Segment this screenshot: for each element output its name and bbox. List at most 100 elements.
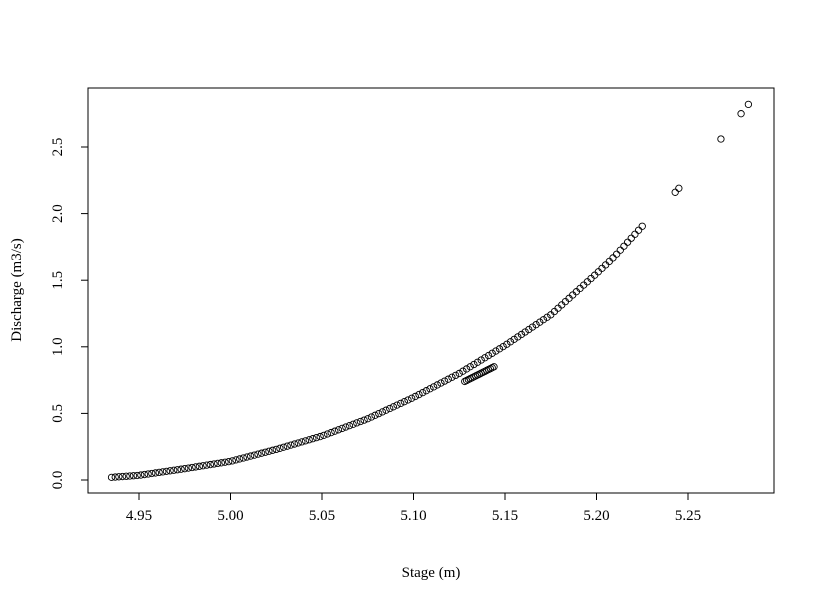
data-point bbox=[415, 390, 423, 399]
data-point bbox=[137, 471, 145, 479]
data-point bbox=[221, 458, 229, 466]
data-point bbox=[440, 377, 449, 385]
data-point bbox=[276, 444, 284, 452]
data-point bbox=[620, 242, 628, 250]
data-point bbox=[320, 431, 328, 439]
data-point bbox=[477, 356, 485, 364]
data-point bbox=[177, 465, 185, 473]
data-point bbox=[345, 421, 354, 430]
data-point bbox=[536, 318, 544, 326]
data-point bbox=[433, 381, 441, 389]
data-point bbox=[418, 388, 427, 397]
data-point bbox=[257, 449, 266, 457]
data-point bbox=[188, 463, 196, 472]
data-point bbox=[111, 473, 119, 481]
data-point bbox=[283, 442, 291, 450]
data-point bbox=[107, 473, 116, 481]
data-point bbox=[594, 268, 602, 276]
x-tick-label: 5.25 bbox=[675, 508, 701, 524]
data-point bbox=[422, 387, 430, 395]
data-point bbox=[331, 427, 339, 435]
data-point bbox=[492, 347, 500, 355]
data-point bbox=[353, 419, 361, 427]
data-point bbox=[254, 450, 262, 458]
data-point bbox=[528, 323, 537, 331]
data-point bbox=[192, 463, 200, 471]
data-point bbox=[210, 460, 218, 468]
data-point bbox=[484, 351, 493, 360]
data-point bbox=[235, 455, 244, 463]
data-point bbox=[166, 467, 174, 475]
data-point bbox=[228, 457, 236, 465]
data-point bbox=[429, 383, 438, 391]
data-point bbox=[448, 373, 456, 381]
data-point bbox=[382, 406, 390, 414]
data-point bbox=[206, 460, 215, 469]
data-point bbox=[327, 428, 335, 437]
data-point bbox=[393, 401, 401, 409]
data-point bbox=[609, 254, 617, 262]
data-point bbox=[239, 454, 247, 462]
data-point bbox=[444, 375, 452, 383]
data-point bbox=[397, 399, 405, 408]
data-point bbox=[334, 426, 343, 434]
data-point bbox=[411, 392, 419, 401]
data-point bbox=[521, 328, 529, 336]
data-point bbox=[627, 234, 635, 242]
data-point bbox=[717, 135, 725, 143]
data-point bbox=[488, 349, 496, 357]
data-point bbox=[265, 447, 273, 455]
data-point bbox=[342, 423, 350, 431]
data-point bbox=[638, 222, 646, 230]
data-point bbox=[437, 379, 445, 387]
data-point bbox=[261, 448, 269, 456]
data-point bbox=[246, 452, 255, 460]
data-point bbox=[272, 445, 280, 454]
data-point bbox=[605, 257, 613, 266]
data-point bbox=[312, 433, 321, 442]
data-point bbox=[371, 411, 379, 419]
data-point bbox=[612, 250, 621, 258]
data-point bbox=[675, 184, 683, 192]
data-point bbox=[151, 469, 160, 477]
data-point bbox=[195, 462, 204, 470]
data-point bbox=[503, 340, 511, 348]
data-point bbox=[323, 430, 332, 438]
y-tick-label: 1.0 bbox=[50, 337, 66, 356]
data-point bbox=[481, 354, 489, 362]
data-point bbox=[305, 436, 313, 444]
data-point bbox=[349, 420, 357, 428]
data-point bbox=[155, 468, 163, 477]
data-point bbox=[473, 358, 482, 366]
data-point bbox=[623, 238, 632, 246]
data-point bbox=[338, 424, 346, 433]
data-point bbox=[378, 408, 387, 416]
data-point bbox=[514, 333, 522, 341]
data-point bbox=[506, 338, 515, 346]
data-point bbox=[144, 470, 152, 478]
data-point bbox=[598, 264, 606, 272]
data-point bbox=[525, 325, 533, 334]
data-point bbox=[455, 369, 463, 378]
data-point bbox=[203, 461, 211, 469]
data-point bbox=[129, 472, 138, 480]
data-point bbox=[510, 335, 518, 343]
x-tick-label: 5.20 bbox=[583, 508, 609, 524]
data-point bbox=[459, 367, 467, 375]
data-point bbox=[316, 432, 324, 441]
data-point bbox=[133, 471, 141, 480]
data-point bbox=[737, 110, 745, 118]
data-point bbox=[466, 363, 474, 371]
data-point bbox=[470, 360, 478, 369]
data-point bbox=[140, 470, 149, 479]
data-point bbox=[301, 437, 310, 445]
data-point bbox=[631, 230, 639, 238]
data-point bbox=[499, 342, 507, 351]
data-point bbox=[490, 363, 498, 371]
data-point bbox=[367, 413, 376, 421]
data-point bbox=[356, 417, 365, 426]
y-axis: 0.0 0.5 1.0 1.5 2.0 2.5 bbox=[50, 138, 89, 489]
data-point bbox=[360, 416, 368, 424]
data-point bbox=[148, 469, 156, 478]
data-point bbox=[170, 466, 178, 474]
